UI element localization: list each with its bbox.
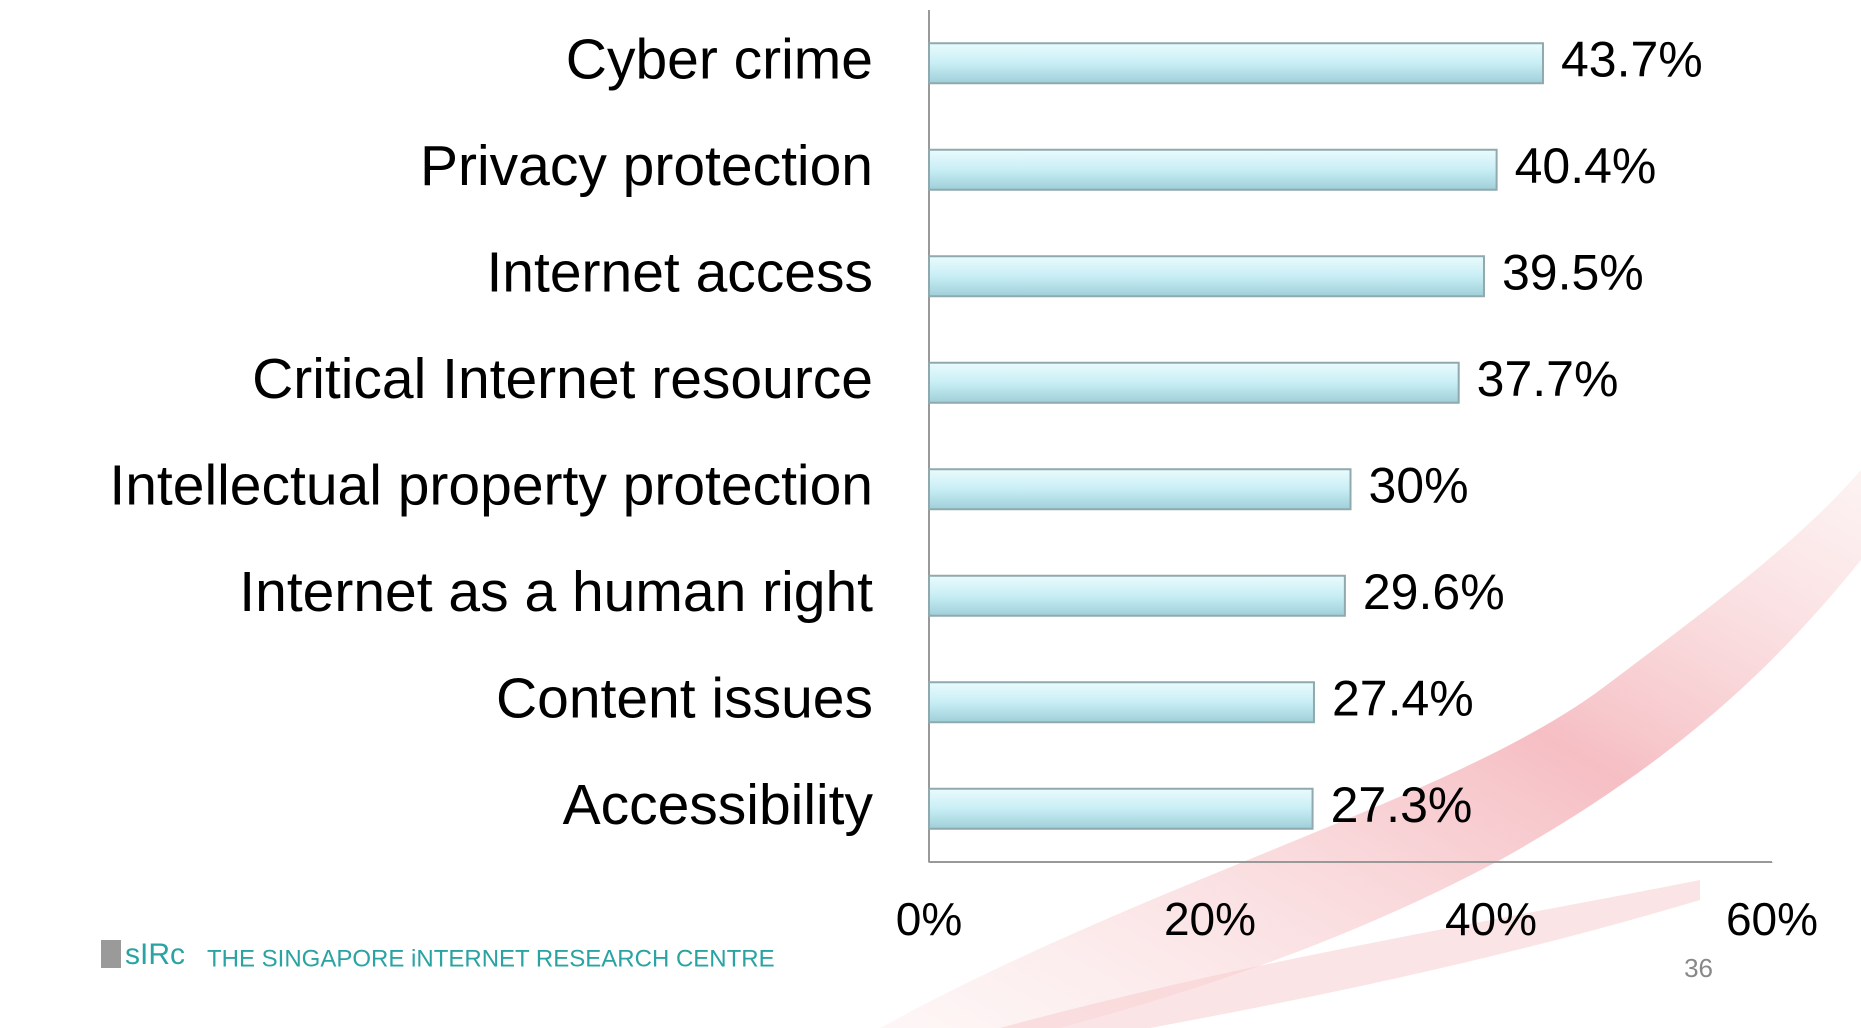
bar xyxy=(929,682,1314,722)
y-tick-label: Critical Internet resource xyxy=(252,347,873,411)
value-label: 29.6% xyxy=(1363,564,1505,620)
x-tick-label: 20% xyxy=(1164,893,1256,945)
bar xyxy=(929,150,1497,190)
page-number: 36 xyxy=(1684,953,1713,983)
bar xyxy=(929,256,1484,296)
value-label: 30% xyxy=(1369,457,1469,513)
y-tick-label: Internet as a human right xyxy=(239,560,873,624)
y-tick-label: Internet access xyxy=(486,240,873,304)
y-tick-label: Cyber crime xyxy=(566,27,873,91)
x-tick-label: 40% xyxy=(1445,893,1537,945)
x-tick-label: 0% xyxy=(896,893,962,945)
y-tick-label: Content issues xyxy=(496,666,873,730)
value-label: 27.3% xyxy=(1331,777,1473,833)
organization: THE SINGAPORE iNTERNET RESEARCH CENTRE xyxy=(207,945,775,972)
bar xyxy=(929,43,1543,83)
logo: sIRc xyxy=(125,938,185,971)
bar xyxy=(929,576,1345,616)
value-label: 27.4% xyxy=(1332,670,1474,726)
bar xyxy=(929,789,1313,829)
x-tick-label: 60% xyxy=(1726,893,1818,945)
y-tick-label: Privacy protection xyxy=(420,134,873,198)
value-label: 40.4% xyxy=(1515,138,1657,194)
value-label: 43.7% xyxy=(1561,31,1703,87)
bar xyxy=(929,363,1459,403)
value-label: 39.5% xyxy=(1502,244,1644,300)
value-label: 37.7% xyxy=(1477,351,1619,407)
y-tick-label: Accessibility xyxy=(563,773,874,837)
bar xyxy=(929,469,1351,509)
y-tick-label: Intellectual property protection xyxy=(109,453,873,517)
logo-mark xyxy=(101,940,121,968)
chart: 0% 20% 40% 60% Cyber crime 43.7% Privacy prote… xyxy=(0,0,1861,1028)
page: {"chart_data": {"type": "bar", "orientat… xyxy=(0,0,1861,1028)
